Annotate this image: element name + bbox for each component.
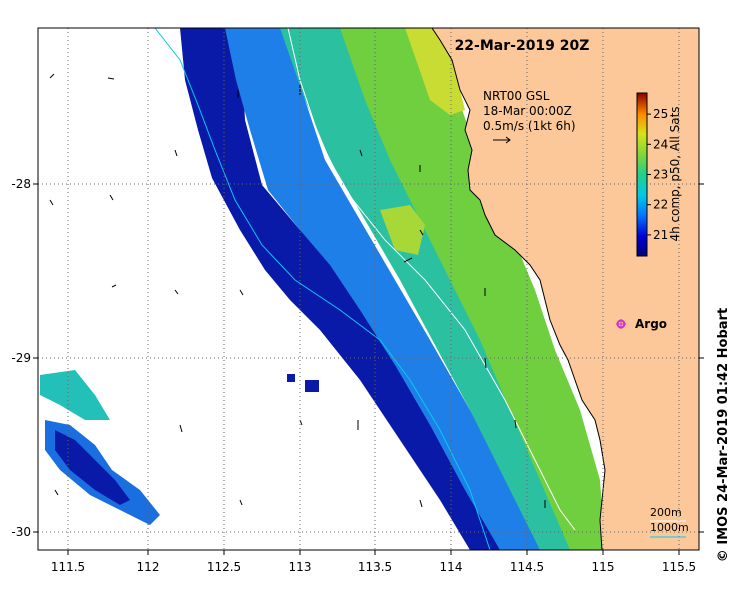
y-tick-labels: -28 -29 -30	[11, 177, 31, 539]
current-vector	[419, 229, 424, 236]
y-tick-label: -29	[11, 351, 31, 365]
x-tick-label: 113	[289, 560, 312, 574]
x-tick-label: 113.5	[358, 560, 392, 574]
current-vector	[403, 257, 413, 263]
current-vector	[239, 289, 244, 296]
current-vector	[239, 499, 243, 506]
sst-cool-band	[225, 28, 540, 550]
colorbar: 25 24 23 22 21 4h comp, p50, All Sats	[636, 92, 682, 257]
land-mass	[431, 28, 699, 550]
sst-warm-band	[340, 28, 605, 550]
current-vector	[514, 419, 517, 429]
colorbar-ticks: 25 24 23 22 21	[647, 107, 668, 242]
current-vector	[111, 284, 117, 288]
current-vector	[49, 73, 55, 79]
current-vector	[54, 489, 59, 496]
current-vector	[107, 77, 115, 80]
x-tick-labels: 111.5 112 112.5 113 113.5 114 114.5 115 …	[51, 560, 696, 574]
current-vector	[419, 499, 423, 508]
sst-small-patch	[287, 374, 295, 382]
isobath-legend-200m: 200m	[650, 506, 682, 519]
current-vector	[484, 357, 487, 369]
current-vectors	[49, 73, 546, 508]
sst-offshore-teal-patch	[40, 370, 110, 420]
imos-credit: © IMOS 24-Mar-2019 01:42 Hobart	[716, 308, 731, 562]
current-legend-scale: 0.5m/s (1kt 6h)	[483, 119, 576, 133]
argo-label: Argo	[635, 317, 667, 331]
sst-warm-patch	[380, 205, 425, 255]
current-legend: NRT00 GSL 18-Mar 00:00Z 0.5m/s (1kt 6h)	[483, 89, 576, 144]
current-vector	[49, 199, 54, 206]
colorbar-tick-label: 23	[653, 168, 668, 182]
isobath-legend-1000m: 1000m	[650, 521, 689, 534]
sst-mid-band	[280, 28, 590, 550]
x-tick-label: 115	[592, 560, 615, 574]
x-tick-label: 114	[440, 560, 463, 574]
isobath-200m	[287, 28, 576, 531]
y-tick-label: -30	[11, 525, 31, 539]
map-title: 22-Mar-2019 20Z	[455, 38, 590, 54]
x-tick-label: 111.5	[51, 560, 85, 574]
y-tick-label: -28	[11, 177, 31, 191]
current-scale-arrowhead	[505, 136, 511, 144]
current-vector	[109, 194, 114, 201]
sst-warmest-band	[405, 28, 465, 115]
current-legend-time: 18-Mar 00:00Z	[483, 104, 572, 118]
isobath-legend: 200m 1000m	[650, 506, 689, 538]
map-plot-area	[38, 28, 699, 550]
x-tick-label: 115.5	[662, 560, 696, 574]
x-tick-label: 112	[137, 560, 160, 574]
argo-float: Argo	[616, 317, 667, 331]
colorbar-label: 4h comp, p50, All Sats	[668, 106, 682, 241]
isobath-1000m	[154, 28, 491, 550]
x-tick-label: 112.5	[207, 560, 241, 574]
current-legend-source: NRT00 GSL	[483, 89, 550, 103]
gridlines	[38, 28, 699, 550]
axis-ticks	[33, 183, 704, 555]
colorbar-tick-label: 21	[653, 228, 668, 242]
current-vector	[179, 424, 183, 433]
current-vector	[174, 149, 178, 157]
current-vector	[359, 149, 363, 157]
colorbar-tick-label: 24	[653, 137, 668, 151]
x-tick-label: 114.5	[510, 560, 544, 574]
plot-border	[37, 27, 700, 551]
colorbar-gradient	[636, 92, 648, 257]
sst-offshore-dark-patch	[55, 430, 130, 505]
sst-small-patch	[305, 380, 319, 392]
current-vector	[174, 289, 179, 295]
colorbar-tick-label: 25	[653, 107, 668, 121]
colorbar-tick-label: 22	[653, 198, 668, 212]
